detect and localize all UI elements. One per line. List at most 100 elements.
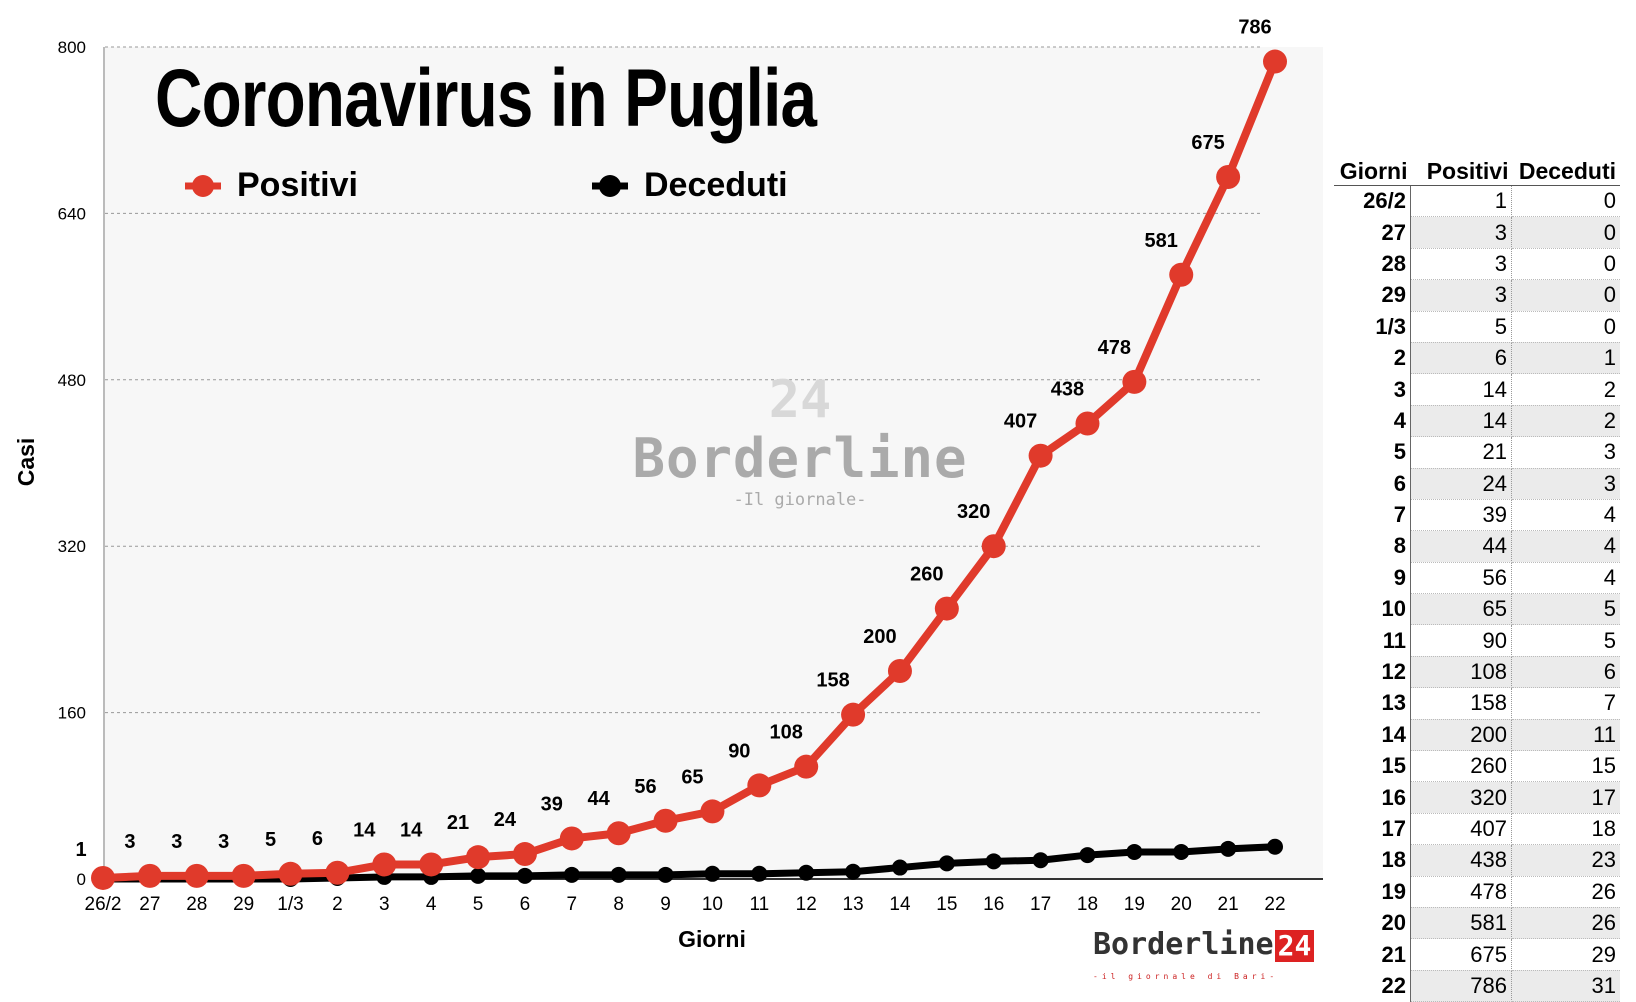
table-cell: 478 bbox=[1410, 876, 1512, 908]
data-point-positivi bbox=[512, 842, 537, 867]
table-cell: 407 bbox=[1410, 813, 1512, 846]
data-label: 44 bbox=[588, 788, 611, 810]
table-cell: 675 bbox=[1410, 938, 1512, 971]
table-cell: 6 bbox=[1410, 342, 1512, 375]
table-row: 17 407 18 bbox=[1334, 813, 1620, 846]
x-tick-label: 21 bbox=[1218, 894, 1239, 915]
data-point-positivi bbox=[653, 808, 678, 833]
table-header-deceduti: Deceduti bbox=[1511, 157, 1620, 186]
table-cell: 2 bbox=[1511, 405, 1620, 438]
x-tick-label: 20 bbox=[1171, 894, 1192, 915]
borderline24-logo: Borderline 24 -il giornale di Bari- bbox=[1093, 927, 1315, 981]
table-cell: 1 bbox=[1511, 342, 1620, 375]
y-tick-label: 160 bbox=[58, 704, 86, 723]
table-cell: 15 bbox=[1334, 750, 1411, 782]
data-point-positivi bbox=[1216, 165, 1241, 189]
data-label: 260 bbox=[910, 564, 943, 586]
data-point-positivi bbox=[559, 826, 584, 851]
x-tick-label: 29 bbox=[233, 894, 254, 915]
watermark: 24 Borderline -Il giornale- bbox=[630, 372, 970, 510]
x-tick-label: 1/3 bbox=[277, 894, 303, 915]
data-label: 14 bbox=[353, 819, 376, 841]
table-cell: 7 bbox=[1511, 687, 1620, 720]
table-cell: 22 bbox=[1334, 970, 1411, 1002]
data-label: 21 bbox=[447, 812, 469, 834]
table-cell: 0 bbox=[1511, 279, 1620, 312]
table-row: 18 438 23 bbox=[1334, 844, 1620, 877]
table-cell: 14 bbox=[1334, 719, 1411, 751]
table-cell: 4 bbox=[1511, 499, 1620, 532]
table-row: 11 90 5 bbox=[1334, 624, 1620, 657]
data-label: 320 bbox=[957, 501, 990, 523]
y-tick-label: 800 bbox=[58, 38, 86, 57]
x-tick-label: 7 bbox=[567, 894, 578, 915]
table-cell: 7 bbox=[1334, 499, 1411, 531]
data-label: 407 bbox=[1004, 411, 1037, 433]
table-row: 13 158 7 bbox=[1334, 687, 1620, 720]
data-point-deceduti bbox=[798, 864, 815, 881]
data-label: 3 bbox=[124, 831, 135, 853]
table-cell: 12 bbox=[1334, 656, 1411, 688]
table-cell: 17 bbox=[1511, 781, 1620, 814]
data-point-deceduti bbox=[891, 859, 908, 876]
data-point-positivi bbox=[184, 863, 209, 888]
x-tick-label: 16 bbox=[983, 894, 1004, 915]
table-cell: 2 bbox=[1511, 373, 1620, 406]
data-point-positivi bbox=[231, 863, 256, 888]
data-point-positivi bbox=[1122, 369, 1147, 394]
table-row: 26/2 1 0 bbox=[1334, 185, 1620, 218]
table-cell: 158 bbox=[1410, 687, 1512, 720]
data-label: 24 bbox=[494, 809, 517, 831]
table-cell: 27 bbox=[1334, 216, 1411, 249]
data-point-deceduti bbox=[704, 865, 721, 882]
data-point-deceduti bbox=[1173, 843, 1190, 860]
table-cell: 13 bbox=[1334, 687, 1411, 720]
x-tick-label: 27 bbox=[139, 894, 160, 915]
table-cell: 19 bbox=[1334, 876, 1411, 908]
table-row: 29 3 0 bbox=[1334, 279, 1620, 312]
data-point-positivi bbox=[372, 852, 397, 877]
table-cell: 1/3 bbox=[1334, 311, 1411, 343]
table-row: 3 14 2 bbox=[1334, 373, 1620, 406]
table-cell: 26/2 bbox=[1334, 185, 1411, 217]
data-label: 3 bbox=[171, 831, 182, 853]
x-tick-label: 6 bbox=[520, 894, 531, 915]
x-tick-label: 14 bbox=[889, 894, 911, 915]
data-point-positivi bbox=[700, 799, 725, 824]
data-table: Giorni Positivi Deceduti 26/2 1 0 27 3 0 28 3 0 2… bbox=[1334, 157, 1620, 1002]
table-header-giorni: Giorni bbox=[1334, 157, 1411, 186]
table-cell: 14 bbox=[1410, 405, 1512, 438]
legend-label: Positivi bbox=[237, 166, 358, 204]
table-row: 22 786 31 bbox=[1334, 970, 1620, 1002]
table-cell: 26 bbox=[1511, 907, 1620, 940]
watermark-tagline: -Il giornale- bbox=[733, 490, 867, 510]
watermark-number: 24 bbox=[768, 370, 832, 430]
data-point-deceduti bbox=[845, 863, 862, 880]
data-point-deceduti bbox=[1032, 852, 1049, 869]
table-cell: 3 bbox=[1410, 216, 1512, 249]
table-cell: 3 bbox=[1410, 248, 1512, 281]
table-cell: 4 bbox=[1511, 530, 1620, 563]
plot-background bbox=[105, 47, 1323, 879]
data-label: 200 bbox=[863, 626, 896, 648]
x-tick-label: 5 bbox=[473, 894, 484, 915]
table-cell: 44 bbox=[1410, 530, 1512, 563]
table-cell: 6 bbox=[1334, 468, 1411, 500]
data-point-deceduti bbox=[1079, 847, 1096, 864]
table-cell: 29 bbox=[1334, 279, 1411, 312]
x-tick-label: 8 bbox=[613, 894, 624, 915]
table-cell: 4 bbox=[1511, 562, 1620, 595]
table-cell: 56 bbox=[1410, 562, 1512, 595]
x-tick-label: 17 bbox=[1030, 894, 1051, 915]
data-label: 39 bbox=[541, 793, 563, 815]
table-cell: 0 bbox=[1511, 216, 1620, 249]
table-cell: 8 bbox=[1334, 530, 1411, 563]
data-point-positivi bbox=[841, 702, 866, 727]
legend-marker-black-icon bbox=[592, 174, 628, 197]
table-cell: 39 bbox=[1410, 499, 1512, 532]
table-cell: 11 bbox=[1334, 624, 1411, 657]
data-point-positivi bbox=[747, 773, 772, 798]
logo-name: Borderline bbox=[1093, 927, 1274, 962]
